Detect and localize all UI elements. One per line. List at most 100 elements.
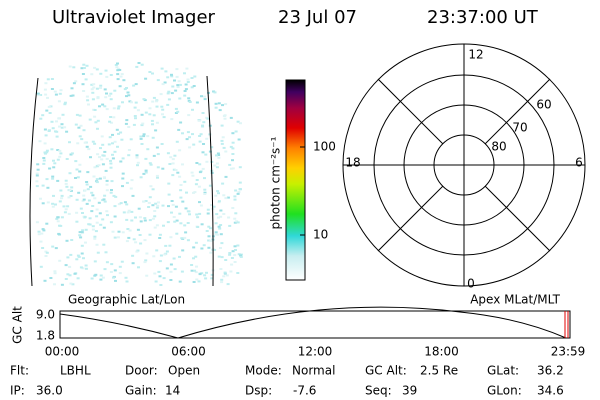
- pixel: [113, 150, 117, 153]
- pixel: [78, 231, 82, 234]
- pixel: [58, 149, 62, 152]
- pixel: [233, 245, 237, 248]
- pixel: [121, 157, 125, 160]
- pixel: [93, 66, 97, 69]
- pixel: [35, 180, 39, 183]
- pixel: [90, 191, 94, 194]
- pixel: [220, 142, 224, 145]
- pixel: [216, 152, 220, 155]
- pixel: [118, 85, 122, 88]
- pixel: [153, 272, 157, 275]
- pixel: [89, 185, 93, 188]
- pixel: [38, 140, 42, 143]
- pixel: [166, 152, 170, 155]
- pixel: [154, 202, 158, 205]
- pixel: [171, 203, 175, 206]
- pixel: [223, 271, 227, 274]
- pixel: [156, 204, 160, 207]
- pixel: [100, 158, 104, 161]
- pixel: [175, 219, 179, 222]
- pixel: [137, 207, 141, 210]
- pixel: [151, 72, 154, 75]
- pixel: [131, 254, 135, 257]
- pixel: [178, 212, 182, 215]
- pixel: [37, 94, 41, 97]
- pixel: [71, 94, 75, 97]
- pixel: [228, 224, 232, 227]
- pixel: [125, 203, 129, 206]
- pixel: [188, 146, 192, 149]
- pixel: [93, 109, 97, 111]
- pixel: [45, 151, 49, 154]
- pixel: [239, 255, 243, 258]
- pixel: [91, 91, 95, 94]
- pixel: [203, 191, 207, 194]
- pixel: [205, 230, 209, 232]
- pixel: [175, 75, 179, 78]
- pixel: [68, 172, 72, 175]
- pixel: [185, 191, 188, 194]
- pixel: [111, 142, 114, 145]
- pixel: [44, 82, 48, 85]
- pixel: [194, 183, 198, 186]
- pixel: [54, 130, 57, 133]
- pixel: [50, 88, 54, 90]
- status-label: Gain:: [125, 384, 157, 398]
- pixel: [173, 79, 176, 82]
- pixel: [84, 267, 88, 270]
- pixel: [236, 192, 240, 195]
- pixel: [220, 281, 224, 284]
- pixel: [193, 75, 197, 78]
- pixel: [99, 147, 102, 150]
- pixel: [115, 128, 119, 131]
- pixel: [84, 78, 88, 81]
- pixel: [53, 162, 57, 165]
- pixel: [48, 167, 52, 170]
- pixel: [219, 209, 223, 212]
- pixel: [44, 250, 48, 253]
- pixel: [70, 239, 74, 241]
- pixel: [39, 117, 43, 120]
- pixel: [134, 101, 138, 104]
- pixel: [215, 162, 219, 165]
- pixel: [75, 198, 79, 201]
- status-value: 2.5 Re: [420, 364, 458, 378]
- pixel: [43, 88, 47, 91]
- pixel: [100, 135, 104, 138]
- pixel: [224, 150, 228, 153]
- pixel: [147, 206, 151, 208]
- pixel: [112, 194, 116, 197]
- pixel: [198, 163, 202, 166]
- pixel: [125, 280, 129, 283]
- pixel: [73, 272, 77, 275]
- pixel: [170, 200, 174, 202]
- pixel: [80, 231, 84, 234]
- pixel: [214, 233, 218, 236]
- pixel: [167, 98, 171, 101]
- pixel: [207, 225, 211, 228]
- pixel: [49, 105, 53, 108]
- pixel: [218, 109, 222, 112]
- pixel: [224, 259, 228, 261]
- pixel: [97, 201, 101, 204]
- pixel: [233, 254, 237, 257]
- pixel: [57, 233, 61, 236]
- pixel: [221, 136, 225, 139]
- pixel: [165, 267, 169, 270]
- pixel: [105, 183, 109, 186]
- pixel: [78, 170, 82, 173]
- pixel: [113, 269, 117, 272]
- pixel: [116, 78, 120, 81]
- pixel: [140, 143, 144, 145]
- uv-image: [35, 62, 243, 286]
- pixel: [219, 247, 222, 249]
- pixel: [80, 67, 84, 70]
- pixel: [205, 160, 209, 163]
- pixel: [151, 188, 155, 191]
- pixel: [221, 182, 225, 185]
- pixel: [98, 212, 102, 215]
- colorbar-tick-label: 10: [313, 228, 328, 242]
- pixel: [164, 244, 168, 247]
- pixel: [145, 252, 149, 255]
